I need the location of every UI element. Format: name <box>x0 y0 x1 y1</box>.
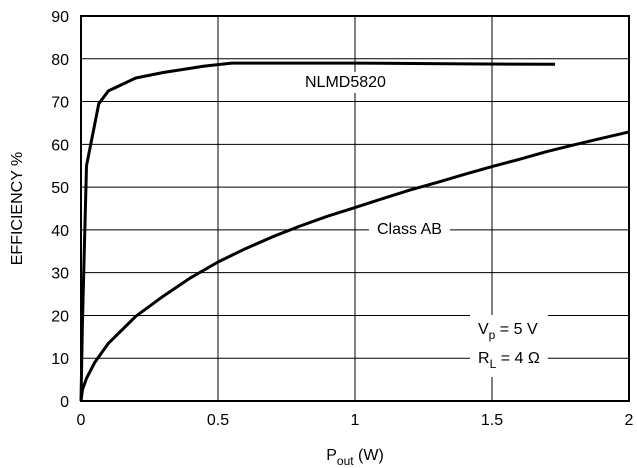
nlmd5820-label: NLMD5820 <box>305 74 386 91</box>
supply-voltage-value: = 5 V <box>495 321 538 338</box>
y-tick-label: 70 <box>51 95 69 112</box>
y-tick-label: 50 <box>51 180 69 197</box>
y-tick-label: 30 <box>51 266 69 283</box>
supply-voltage-symbol: V <box>478 321 489 338</box>
series-line-class-ab <box>79 130 630 402</box>
plot-frame <box>80 15 630 402</box>
y-axis-title: EFFICIENCY % <box>9 152 26 266</box>
class-ab-label-bg <box>369 218 450 241</box>
series-line-nlmd5820 <box>79 61 556 402</box>
x-axis-title: Pout (W) <box>326 447 384 468</box>
load-resistance-subscript: L <box>490 357 497 371</box>
y-tick-label: 10 <box>51 351 69 368</box>
conditions-label-bg <box>470 315 548 377</box>
x-axis-title-main: P <box>326 447 337 464</box>
gridlines <box>81 16 629 401</box>
x-tick-labels: 0 0.5 1 1.5 2 <box>77 412 634 429</box>
x-tick-label: 1 <box>351 412 360 429</box>
y-tick-label: 20 <box>51 308 69 325</box>
supply-voltage-label: Vp = 5 V <box>478 321 538 342</box>
x-axis-title-unit: (W) <box>354 447 384 464</box>
supply-voltage-subscript: p <box>489 328 496 342</box>
y-tick-label: 40 <box>51 223 69 240</box>
load-resistance-symbol: R <box>478 350 490 367</box>
x-tick-label: 2 <box>625 412 634 429</box>
nlmd5820-label-bg <box>300 72 392 93</box>
y-tick-label: 80 <box>51 52 69 69</box>
y-tick-label: 90 <box>51 9 69 26</box>
y-tick-labels: 0 10 20 30 40 50 60 70 80 90 <box>51 9 69 411</box>
x-tick-label: 0 <box>77 412 86 429</box>
load-resistance-label: RL = 4 Ω <box>478 350 540 371</box>
y-tick-label: 0 <box>60 394 69 411</box>
series-group <box>79 61 630 402</box>
x-axis-title-subscript: out <box>337 454 354 468</box>
x-tick-label: 1.5 <box>481 412 503 429</box>
class-ab-label: Class AB <box>377 221 442 238</box>
load-resistance-value: = 4 Ω <box>496 350 540 367</box>
x-tick-label: 0.5 <box>207 412 229 429</box>
y-tick-label: 60 <box>51 137 69 154</box>
